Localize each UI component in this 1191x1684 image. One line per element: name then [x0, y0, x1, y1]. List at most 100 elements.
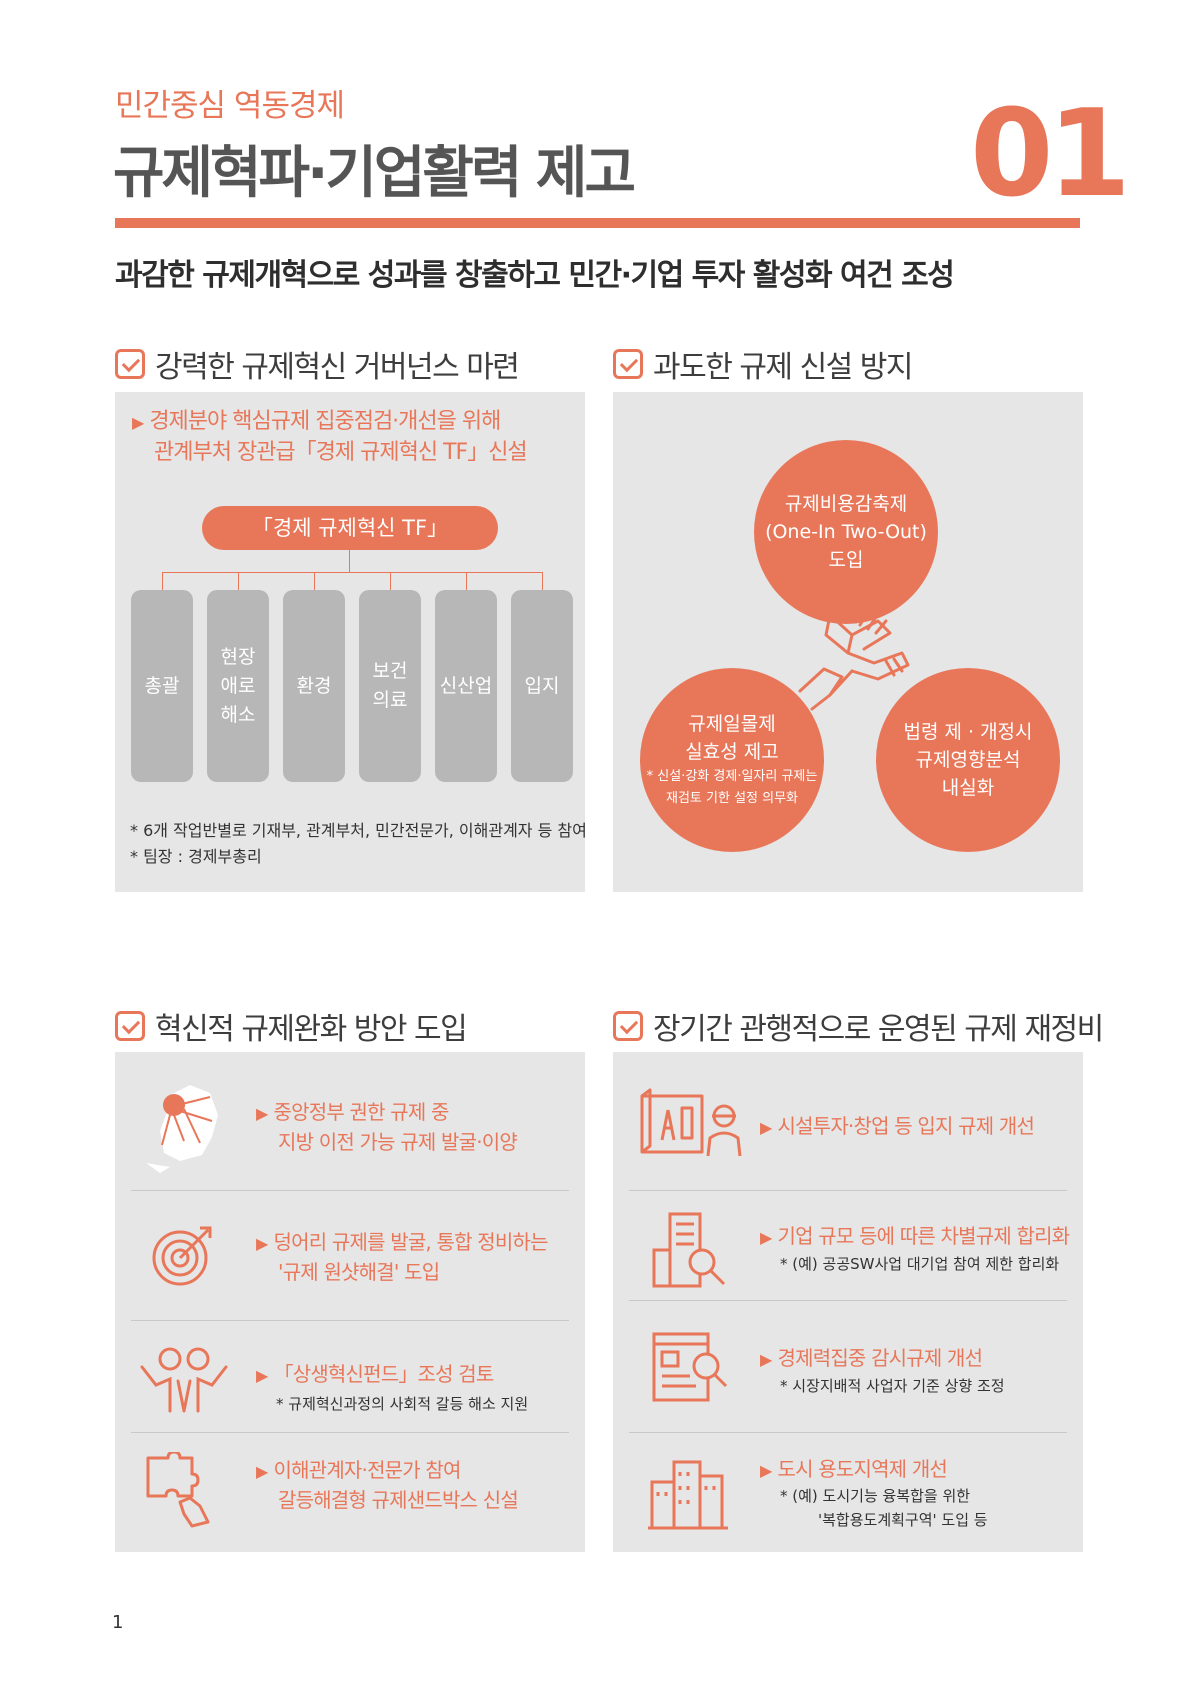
circle-note: 재검토 기한 설정 의무화: [666, 791, 798, 806]
row-divider: [131, 1320, 569, 1321]
s4-row-text: ▶ 도시 용도지역제 개선: [760, 1455, 948, 1485]
triangle-bullet-icon: ▶: [256, 1366, 268, 1385]
triangle-bullet-icon: ▶: [256, 1104, 268, 1123]
triangle-bullet-icon: ▶: [760, 1350, 772, 1369]
document-search-icon: [652, 1332, 728, 1402]
s3-row-text: ▶ 중앙정부 권한 규제 중 지방 이전 가능 규제 발굴·이양: [256, 1098, 518, 1156]
triangle-bullet-icon: ▶: [760, 1118, 772, 1137]
section-1-heading: 강력한 규제혁신 거버넌스 마련: [115, 342, 520, 386]
section-subtitle: 민간중심 역동경제: [115, 88, 345, 124]
team-label: 입지: [524, 674, 560, 697]
team-label: 총괄: [144, 674, 180, 697]
row-line: '규제 원샷해결' 도입: [278, 1260, 440, 1284]
row-line: 도시 용도지역제 개선: [777, 1457, 948, 1481]
org-connector: [162, 572, 163, 590]
row-line: 이해관계자·전문가 참여: [273, 1458, 462, 1482]
circle-text: (One-In Two-Out): [765, 521, 927, 543]
target-icon: [152, 1226, 212, 1286]
lead-statement: 과감한 규제개혁으로 성과를 창출하고 민간·기업 투자 활성화 여건 조성: [115, 258, 955, 293]
puzzle-hand-icon: [146, 1452, 210, 1528]
org-connector: [542, 572, 543, 590]
circle-text: 법령 제 · 개정시: [903, 721, 1033, 743]
team-label: 신산업: [439, 674, 493, 697]
section-4-title: 장기간 관행적으로 운영된 규제 재정비: [653, 1012, 1104, 1047]
triangle-bullet-icon: ▶: [760, 1228, 772, 1247]
triangle-bullet-icon: ▶: [256, 1462, 268, 1481]
s4-row-text: ▶ 경제력집중 감시규제 개선: [760, 1344, 984, 1374]
blueprint-worker-icon: [640, 1088, 742, 1157]
tf-label-pill: 「경제 규제혁신 TF」: [202, 506, 498, 550]
circle-text: 규제비용감축제: [784, 493, 908, 515]
org-connector: [390, 572, 391, 590]
row-divider: [629, 1190, 1067, 1191]
triangle-bullet-icon: ▶: [760, 1461, 772, 1480]
page-number: 1: [112, 1612, 124, 1633]
row-note: * 규제혁신과정의 사회적 갈등 해소 지원: [276, 1395, 529, 1413]
circle-text: 도입: [828, 549, 864, 571]
note-line: * 6개 작업반별로 기재부, 관계부처, 민간전문가, 이해관계자 등 참여: [130, 821, 587, 840]
team-column: 환경: [283, 590, 345, 782]
s3-row-text: ▶ 이해관계자·전문가 참여 갈등해결형 규제샌드박스 신설: [256, 1456, 519, 1514]
org-connector: [349, 550, 350, 572]
row-line: 시설투자·창업 등 입지 규제 개선: [777, 1114, 1035, 1138]
row-line: 갈등해결형 규제샌드박스 신설: [278, 1488, 519, 1512]
row-note: * (예) 도시기능 융복합을 위한: [780, 1487, 971, 1505]
section-1-title: 강력한 규제혁신 거버넌스 마련: [155, 350, 520, 385]
org-connector: [162, 572, 542, 573]
row-divider: [629, 1432, 1067, 1433]
row-divider: [629, 1300, 1067, 1301]
section-3-title: 혁신적 규제완화 방안 도입: [155, 1012, 468, 1047]
row-line: 중앙정부 권한 규제 중: [273, 1100, 450, 1124]
row-line: 「상생혁신펀드」조성 검토: [273, 1362, 495, 1386]
triangle-bullet-icon: ▶: [256, 1234, 268, 1253]
page-title: 규제혁파·기업활력 제고: [113, 141, 636, 206]
team-column: 입지: [511, 590, 573, 782]
circle-text: 내실화: [941, 777, 995, 799]
team-label: 현장 애로 해소: [220, 645, 256, 726]
s3-row-text: ▶ 덩어리 규제를 발굴, 통합 정비하는 '규제 원샷해결' 도입: [256, 1228, 549, 1286]
bullet-line: 관계부처 장관급「경제 규제혁신 TF」신설: [154, 440, 528, 465]
people-cheering-icon: [140, 1347, 228, 1413]
circle-text: 규제일몰제: [688, 713, 776, 735]
team-column: 신산업: [435, 590, 497, 782]
s3-row-text: ▶ 「상생혁신펀드」조성 검토: [256, 1360, 495, 1390]
team-label: 환경: [296, 674, 332, 697]
section-1-notes: * 6개 작업반별로 기재부, 관계부처, 민간전문가, 이해관계자 등 참여 …: [130, 818, 587, 870]
triangle-bullet-icon: ▶: [132, 413, 144, 432]
section-2-title: 과도한 규제 신설 방지: [653, 350, 914, 385]
org-connector: [466, 572, 467, 590]
org-connector: [314, 572, 315, 590]
checkbox-icon: [115, 1011, 145, 1041]
team-column: 총괄: [131, 590, 193, 782]
row-note: * (예) 공공SW사업 대기업 참여 제한 합리화: [780, 1255, 1060, 1273]
checkbox-icon: [613, 1011, 643, 1041]
row-note: * 시장지배적 사업자 기준 상향 조정: [780, 1377, 1005, 1395]
bullet-line: 경제분야 핵심규제 집중점검·개선을 위해: [149, 409, 501, 434]
row-divider: [131, 1432, 569, 1433]
s4-row-text: ▶ 기업 규모 등에 따른 차별규제 합리화: [760, 1222, 1071, 1252]
section-4-heading: 장기간 관행적으로 운영된 규제 재정비: [613, 1004, 1104, 1048]
circle-text: 규제영향분석: [915, 749, 1021, 771]
circle-text: 실효성 제고: [685, 741, 779, 763]
row-line: 기업 규모 등에 따른 차별규제 합리화: [777, 1224, 1071, 1248]
org-connector: [238, 572, 239, 590]
section-2-heading: 과도한 규제 신설 방지: [613, 342, 914, 386]
row-note: '복합용도계획구역' 도입 등: [818, 1511, 988, 1529]
section-3-heading: 혁신적 규제완화 방안 도입: [115, 1004, 468, 1048]
checkbox-icon: [115, 349, 145, 379]
governance-bullet: ▶ 경제분야 핵심규제 집중점검·개선을 위해 관계부처 장관급「경제 규제혁신 …: [132, 407, 528, 468]
note-line: * 팀장 : 경제부총리: [130, 847, 262, 866]
checkbox-icon: [613, 349, 643, 379]
circle-note: * 신설·강화 경제·일자리 규제는: [646, 769, 818, 784]
row-line: 덩어리 규제를 발굴, 통합 정비하는: [273, 1230, 549, 1254]
team-column: 현장 애로 해소: [207, 590, 269, 782]
circle-impact-analysis: 법령 제 · 개정시 규제영향분석 내실화: [876, 668, 1060, 852]
city-buildings-icon: [648, 1460, 728, 1530]
row-line: 경제력집중 감시규제 개선: [777, 1346, 984, 1370]
team-label: 보건 의료: [372, 660, 408, 711]
team-column: 보건 의료: [359, 590, 421, 782]
section-1-panel: [115, 392, 585, 892]
title-divider: [115, 218, 1080, 228]
joined-hands-icon: [798, 613, 910, 711]
korea-map-icon: [146, 1085, 218, 1173]
